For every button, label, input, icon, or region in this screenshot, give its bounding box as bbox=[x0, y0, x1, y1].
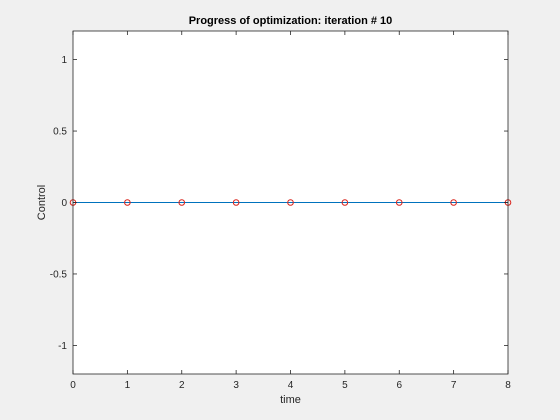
x-tick-label: 4 bbox=[288, 380, 294, 391]
data-point bbox=[232, 199, 240, 206]
x-tick-label: 7 bbox=[451, 380, 457, 391]
y-tick-label: 0.5 bbox=[53, 127, 67, 138]
y-tick-label: 1 bbox=[61, 55, 67, 66]
x-tick-label: 2 bbox=[179, 380, 185, 391]
x-axis-label: time bbox=[280, 394, 301, 406]
ticks: 0 1 2 3 4 5 6 7 8 -1 -0.5 0 0.5 1 bbox=[50, 31, 511, 391]
y-tick-label: -1 bbox=[58, 341, 67, 352]
x-tick-label: 1 bbox=[125, 380, 131, 391]
data-point bbox=[124, 199, 131, 206]
x-tick-label: 3 bbox=[233, 380, 239, 391]
data-point bbox=[287, 199, 294, 206]
chart-title: Progress of optimization: iteration # 10 bbox=[189, 15, 393, 27]
x-tick-label: 6 bbox=[396, 380, 402, 391]
y-tick-label: -0.5 bbox=[50, 269, 68, 280]
x-tick-label: 5 bbox=[342, 380, 348, 391]
data-point bbox=[341, 199, 349, 206]
data-point bbox=[395, 199, 403, 206]
data-point bbox=[178, 199, 186, 206]
x-tick-label: 0 bbox=[70, 380, 76, 391]
y-tick-label: 0 bbox=[61, 198, 67, 209]
data-point bbox=[450, 199, 457, 206]
x-tick-label: 8 bbox=[505, 380, 511, 391]
y-axis-label: Control bbox=[36, 185, 48, 220]
